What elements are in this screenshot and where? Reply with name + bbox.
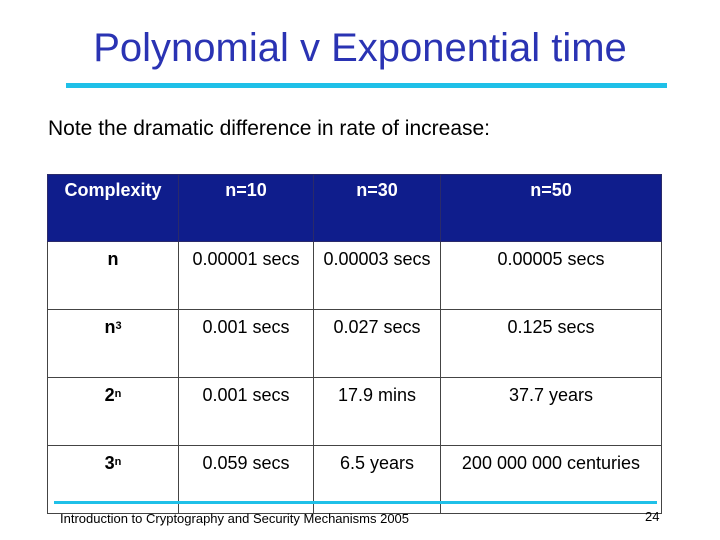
label-exponent: 3: [115, 320, 122, 332]
label-base: n: [104, 317, 116, 337]
table-cell: 0.125 secs: [440, 309, 662, 378]
label-exponent: n: [114, 388, 122, 400]
label-base: n: [107, 249, 119, 269]
footer-rule: [54, 501, 657, 504]
table-row: 2n 0.001 secs 17.9 mins 37.7 years: [47, 377, 662, 446]
slide-title: Polynomial v Exponential time: [93, 26, 627, 70]
label-exponent: n: [114, 456, 122, 468]
table-header-row: Complexity n=10 n=30 n=50: [47, 174, 662, 242]
complexity-table: Complexity n=10 n=30 n=50 n 0.00001 secs…: [47, 174, 662, 514]
table-row: n3 0.001 secs 0.027 secs 0.125 secs: [47, 309, 662, 378]
table-cell: 0.027 secs: [313, 309, 441, 378]
header-complexity: Complexity: [47, 174, 179, 242]
table-cell: 0.00001 secs: [178, 241, 314, 310]
slide-footer: Introduction to Cryptography and Securit…: [60, 511, 410, 526]
header-n30: n=30: [313, 174, 441, 242]
table-cell: 0.00003 secs: [313, 241, 441, 310]
row-label: n: [47, 241, 179, 310]
row-label: 2n: [47, 377, 179, 446]
table-cell: 37.7 years: [440, 377, 662, 446]
label-base: 2: [104, 385, 115, 405]
table-row: n 0.00001 secs 0.00003 secs 0.00005 secs: [47, 241, 662, 310]
title-underline: [66, 83, 667, 88]
page-number: 24: [645, 509, 660, 524]
table-cell: 0.001 secs: [178, 377, 314, 446]
label-base: 3: [104, 453, 115, 473]
row-label: n3: [47, 309, 179, 378]
table-cell: 0.00005 secs: [440, 241, 662, 310]
header-n50: n=50: [440, 174, 662, 242]
table-cell: 17.9 mins: [313, 377, 441, 446]
table-cell: 0.001 secs: [178, 309, 314, 378]
slide-subtitle: Note the dramatic difference in rate of …: [48, 117, 491, 140]
header-n10: n=10: [178, 174, 314, 242]
